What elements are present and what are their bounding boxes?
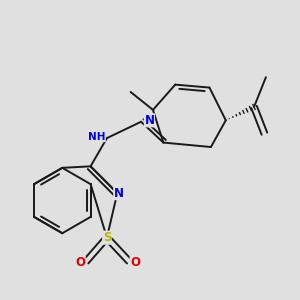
Text: S: S xyxy=(103,231,111,244)
Text: O: O xyxy=(75,256,85,269)
Text: NH: NH xyxy=(88,132,105,142)
Text: N: N xyxy=(144,114,154,127)
Text: O: O xyxy=(130,256,140,269)
Text: N: N xyxy=(114,187,124,200)
